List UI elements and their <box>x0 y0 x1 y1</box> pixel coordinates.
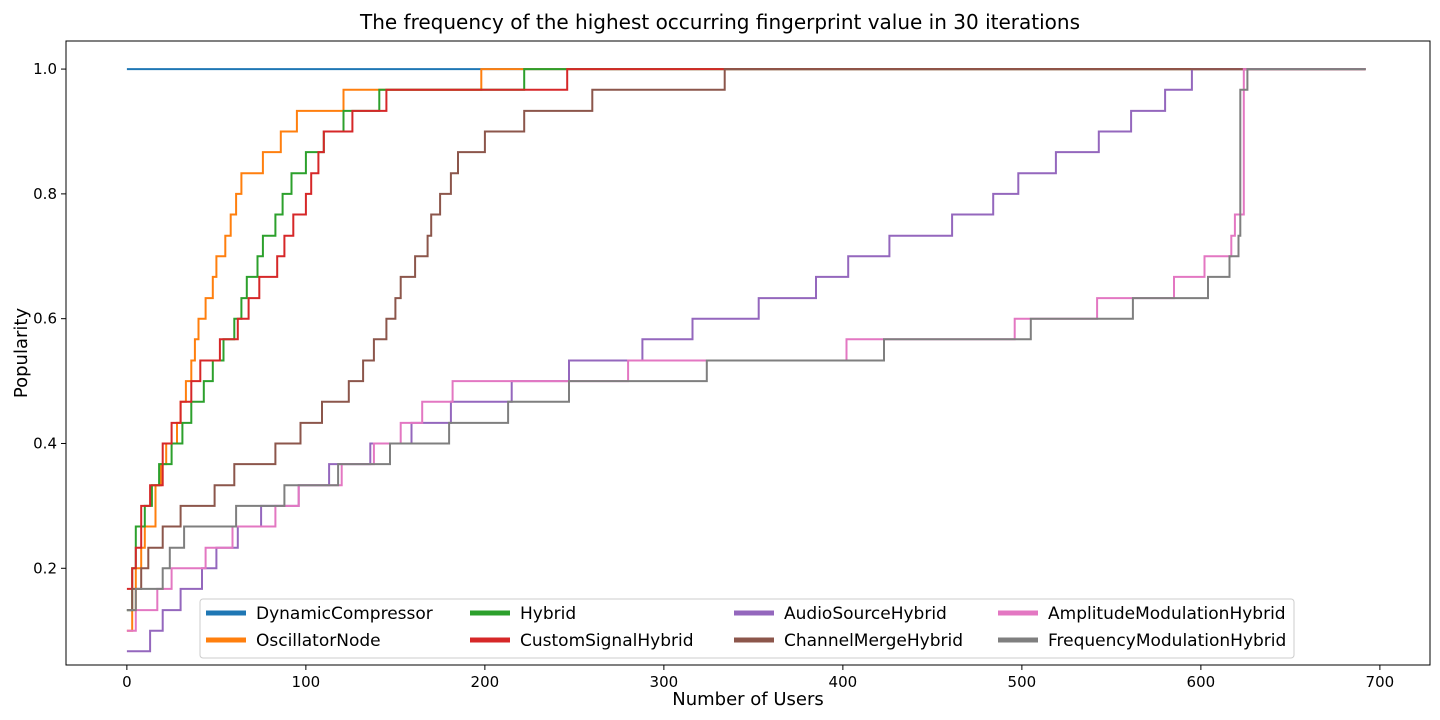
x-tick-label: 600 <box>1187 673 1216 691</box>
x-tick-label: 0 <box>122 673 132 691</box>
series-line-8 <box>126 68 1366 612</box>
y-axis: 0.2 0.4 0.6 0.8 1.0 <box>33 60 66 577</box>
series-line-5 <box>126 68 1366 653</box>
series-line-4 <box>126 68 1366 590</box>
y-axis-label: Popularity <box>11 308 32 399</box>
y-tick-label: 0.8 <box>33 185 57 203</box>
legend: DynamicCompressor OscillatorNode Hybrid Cus… <box>199 598 1295 659</box>
x-tick-label: 500 <box>1008 673 1037 691</box>
legend-label: Hybrid <box>520 604 576 624</box>
y-tick-label: 0.6 <box>33 310 57 328</box>
series-line-2 <box>126 68 1366 632</box>
x-axis-label: Number of Users <box>672 689 824 710</box>
series-line-3 <box>126 68 1366 612</box>
chart-title: The frequency of the highest occurring f… <box>359 10 1080 34</box>
x-axis: 0 100 200 300 400 500 600 700 <box>122 665 1394 691</box>
legend-label: FrequencyModulationHybrid <box>1048 631 1286 651</box>
x-tick-label: 200 <box>471 673 500 691</box>
series-line-7 <box>126 68 1366 632</box>
y-tick-label: 0.2 <box>33 559 57 577</box>
legend-label: ChannelMergeHybrid <box>784 631 963 651</box>
legend-label: AudioSourceHybrid <box>784 604 947 624</box>
plot-frame <box>65 40 1431 666</box>
series-line-6 <box>126 68 1366 612</box>
x-tick-label: 300 <box>650 673 679 691</box>
legend-label: AmplitudeModulationHybrid <box>1048 604 1286 624</box>
y-tick-label: 1.0 <box>33 60 57 78</box>
x-tick-label: 100 <box>292 673 321 691</box>
legend-label: CustomSignalHybrid <box>520 631 694 651</box>
plot-area: 0 100 200 300 400 500 600 700 0.2 0.4 0.6 0.8 1.0 <box>33 40 1431 691</box>
legend-label: OscillatorNode <box>256 631 381 651</box>
legend-label: DynamicCompressor <box>256 604 433 624</box>
x-tick-label: 400 <box>829 673 858 691</box>
x-tick-label: 700 <box>1366 673 1395 691</box>
y-tick-label: 0.4 <box>33 434 57 452</box>
series-lines <box>126 68 1366 653</box>
